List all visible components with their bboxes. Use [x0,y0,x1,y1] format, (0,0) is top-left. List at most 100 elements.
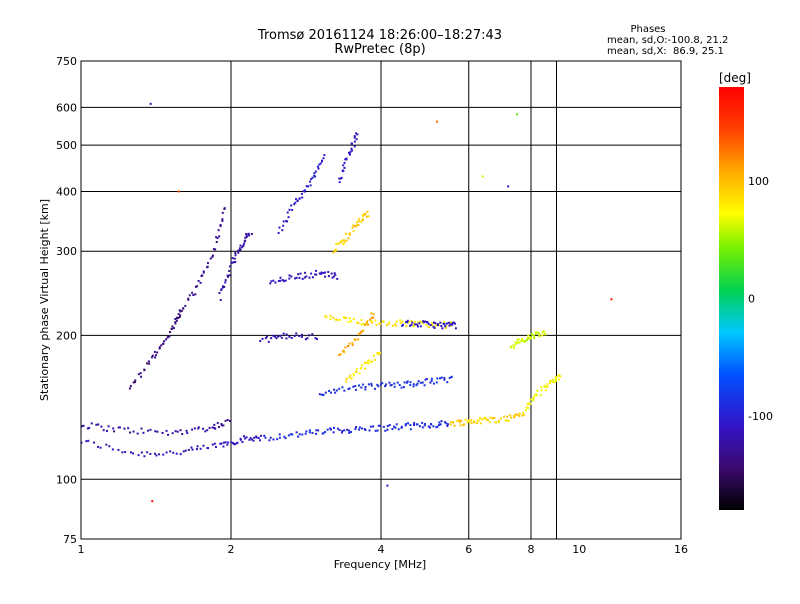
data-point [153,350,156,353]
data-point [143,455,146,458]
data-point [439,377,442,380]
data-point [460,419,463,422]
data-point [167,335,170,338]
data-point [340,239,343,242]
data-point [509,414,512,417]
data-point [409,324,412,327]
data-point [280,336,283,339]
data-point [237,251,240,254]
data-point [275,337,278,340]
data-point [400,425,403,428]
data-point [361,213,364,216]
data-point [393,323,396,326]
data-point [303,190,306,193]
data-point [421,421,424,424]
data-point [284,279,287,282]
data-point [425,324,428,327]
data-point [333,250,336,253]
data-point [185,429,188,432]
data-point [559,375,562,378]
data-point [347,429,350,432]
data-point [329,391,332,394]
data-point [276,438,279,441]
data-point [456,419,459,422]
data-point [450,324,453,327]
data-point [405,320,408,323]
data-point [295,332,298,335]
data-point [544,389,547,392]
data-point [182,450,185,453]
data-point [218,235,221,238]
data-point [214,248,217,251]
data-point [393,385,396,388]
data-point [554,375,557,378]
data-point [362,323,365,326]
data-point [282,332,285,335]
data-point [117,448,120,451]
data-point [239,244,242,247]
data-point [522,339,525,342]
data-point [338,353,341,356]
data-point [182,307,185,310]
data-point [202,270,205,273]
data-point [436,324,439,327]
data-point [269,436,272,439]
data-point [379,322,382,325]
data-point [322,432,325,435]
data-point [351,344,354,347]
data-point [340,176,343,179]
data-point [299,272,302,275]
data-point [226,274,229,277]
data-point [379,383,382,386]
data-point [123,427,126,430]
data-point [149,102,152,105]
data-point [415,384,418,387]
data-point [530,332,533,335]
data-point [338,387,341,390]
data-point [412,385,415,388]
data-point [435,426,438,429]
data-point [409,428,412,431]
data-point [272,334,275,337]
x-tick-label: 1 [78,543,85,556]
data-point [391,324,394,327]
data-point [304,338,307,341]
data-point [179,429,182,432]
data-point [352,373,355,376]
data-point [320,271,323,274]
data-point [333,272,336,275]
data-point [82,424,85,427]
data-point [353,145,356,148]
data-point [233,257,236,260]
data-point [432,325,435,328]
data-point [548,379,551,382]
data-point [424,422,427,425]
data-point [443,378,446,381]
data-point [248,438,251,441]
data-point [542,330,545,333]
data-point [291,433,294,436]
data-point [133,381,136,384]
data-point [283,435,286,438]
data-point [351,341,354,344]
data-point [234,261,237,264]
data-point [353,136,356,139]
data-point [362,215,365,218]
data-point [361,219,364,222]
data-point [414,323,417,326]
x-tick-label: 16 [674,543,688,556]
data-point [448,376,451,379]
data-point [318,272,321,275]
data-point [410,319,413,322]
data-point [209,257,212,260]
data-point [524,409,527,412]
data-point [454,327,457,330]
data-point [409,424,412,427]
data-point [295,276,298,279]
data-point [172,451,175,454]
data-point [305,275,308,278]
data-point [451,323,454,326]
y-tick-label: 75 [63,533,77,546]
data-point [464,418,467,421]
data-point [429,381,432,384]
